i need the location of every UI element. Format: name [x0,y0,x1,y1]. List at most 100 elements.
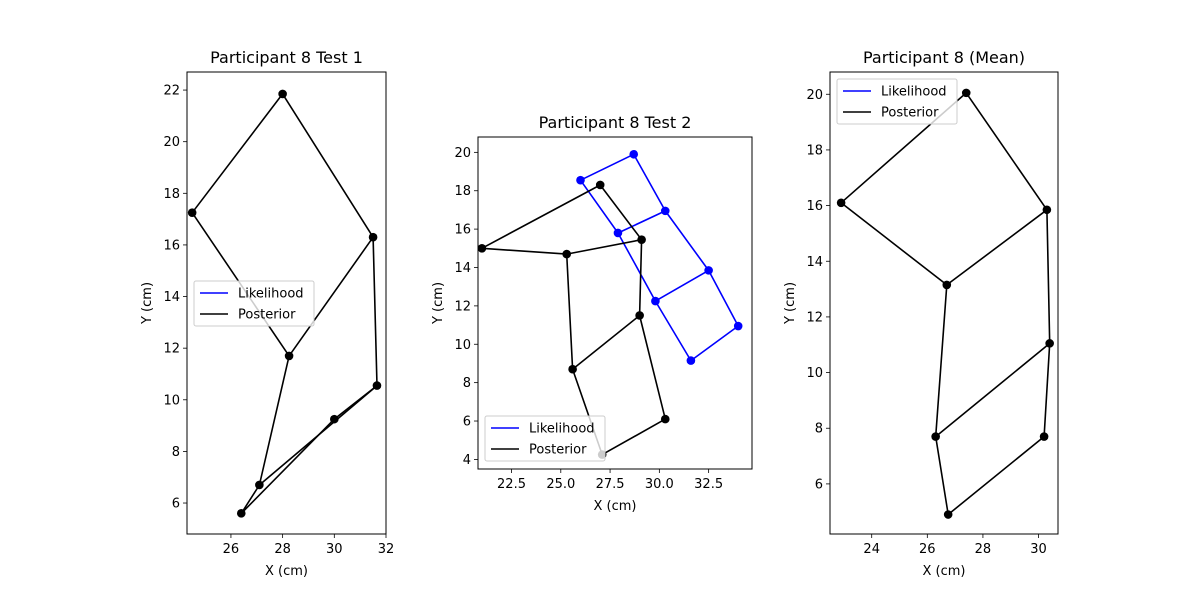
y-axis-label: Y (cm) [140,282,155,325]
posterior-point [278,89,287,99]
y-tick-label: 16 [806,199,823,214]
posterior-point [368,232,378,242]
plot-area [829,71,1059,535]
y-tick-label: 20 [806,88,823,103]
legend-label: Posterior [238,308,296,323]
posterior-point [836,198,846,208]
x-tick-label: 22.5 [497,477,526,492]
y-tick-label: 14 [163,290,180,305]
x-tick-label: 30 [326,542,343,557]
posterior-line [935,342,1051,438]
posterior-line [572,314,641,370]
posterior-point [931,432,940,441]
posterior-point [330,414,339,424]
x-axis-label: X (cm) [265,564,308,579]
likelihood-point [613,228,623,238]
x-tick-label: 28 [975,542,992,557]
y-tick-label: 6 [815,477,823,492]
likelihood-point [660,206,670,216]
x-axis-label: X (cm) [594,499,637,514]
likelihood-point [651,296,660,306]
x-tick-label: 26 [919,542,936,557]
legend: Likelihood Posterior [836,78,958,125]
likelihood-line [655,269,709,302]
chart-panel-1: Participant 8 Test 1 26 28 30 32 6 8 10 12 14 16 18… [140,48,394,579]
posterior-point [372,381,382,390]
chart-title: Participant 8 Test 2 [539,113,692,132]
y-tick-label: 18 [806,143,823,158]
posterior-point [562,249,572,259]
y-tick-label: 4 [463,453,471,468]
posterior-point [187,208,197,217]
x-tick-label: 27.5 [596,477,625,492]
legend: Likelihood Posterior [193,280,315,327]
posterior-point [477,244,487,253]
legend-label: Posterior [529,443,587,458]
posterior-line [258,384,378,486]
posterior-point [1039,432,1049,441]
chart-title: Participant 8 Test 1 [210,48,363,67]
posterior-line [566,238,642,255]
legend-label: Likelihood [529,422,595,437]
y-tick-label: 8 [172,445,180,460]
y-tick-label: 20 [163,135,180,150]
y-tick-label: 12 [163,342,180,357]
x-tick-label: 30 [1030,542,1047,557]
posterior-point [255,480,264,490]
y-tick-label: 20 [454,146,471,161]
posterior-point [943,510,953,519]
legend: Likelihood Posterior [484,415,606,462]
posterior-point [1045,339,1054,348]
x-tick-label: 26 [223,542,240,557]
x-tick-label: 24 [863,542,880,557]
y-tick-label: 6 [172,497,180,512]
y-tick-label: 10 [163,393,180,408]
likelihood-point [576,175,585,185]
legend-label: Likelihood [881,85,947,100]
posterior-point [660,414,670,424]
likelihood-line [617,210,666,234]
posterior-point [236,509,246,518]
y-tick-label: 18 [454,184,471,199]
plot-area [477,136,753,470]
y-tick-label: 18 [163,187,180,202]
posterior-point [637,235,646,244]
x-tick-label: 28 [274,542,291,557]
y-tick-label: 6 [463,415,471,430]
posterior-point [1042,205,1052,215]
y-tick-label: 14 [454,261,471,276]
posterior-point [568,364,577,374]
legend-label: Posterior [881,106,939,121]
posterior-line [481,184,667,456]
legend-label: Likelihood [238,287,304,302]
y-axis-label: Y (cm) [431,282,446,325]
x-tick-label: 25.0 [546,477,575,492]
y-tick-label: 12 [806,310,823,325]
y-tick-label: 8 [815,422,823,437]
posterior-point [595,180,605,190]
x-tick-label: 30.0 [645,477,674,492]
likelihood-point [629,149,639,159]
posterior-point [635,311,644,320]
chart-title: Participant 8 (Mean) [863,48,1025,67]
posterior-point [942,280,952,290]
y-tick-label: 8 [463,376,471,391]
x-axis-label: X (cm) [923,564,966,579]
x-tick-label: 32 [378,542,395,557]
y-tick-label: 22 [163,84,180,99]
y-tick-label: 16 [163,238,180,253]
x-tick-label: 32.5 [694,477,723,492]
y-tick-label: 12 [454,299,471,314]
posterior-line [240,237,378,515]
posterior-point [961,88,971,98]
y-tick-label: 10 [806,366,823,381]
y-tick-label: 14 [806,255,823,270]
y-tick-label: 16 [454,223,471,238]
chart-panel-3: Participant 8 (Mean) 24 26 28 30 6 8 10 12 14 16 18… [783,48,1059,579]
likelihood-point [686,356,696,365]
plot-area [186,71,387,535]
likelihood-point [704,266,713,275]
likelihood-point [733,321,743,331]
posterior-point [284,351,294,361]
